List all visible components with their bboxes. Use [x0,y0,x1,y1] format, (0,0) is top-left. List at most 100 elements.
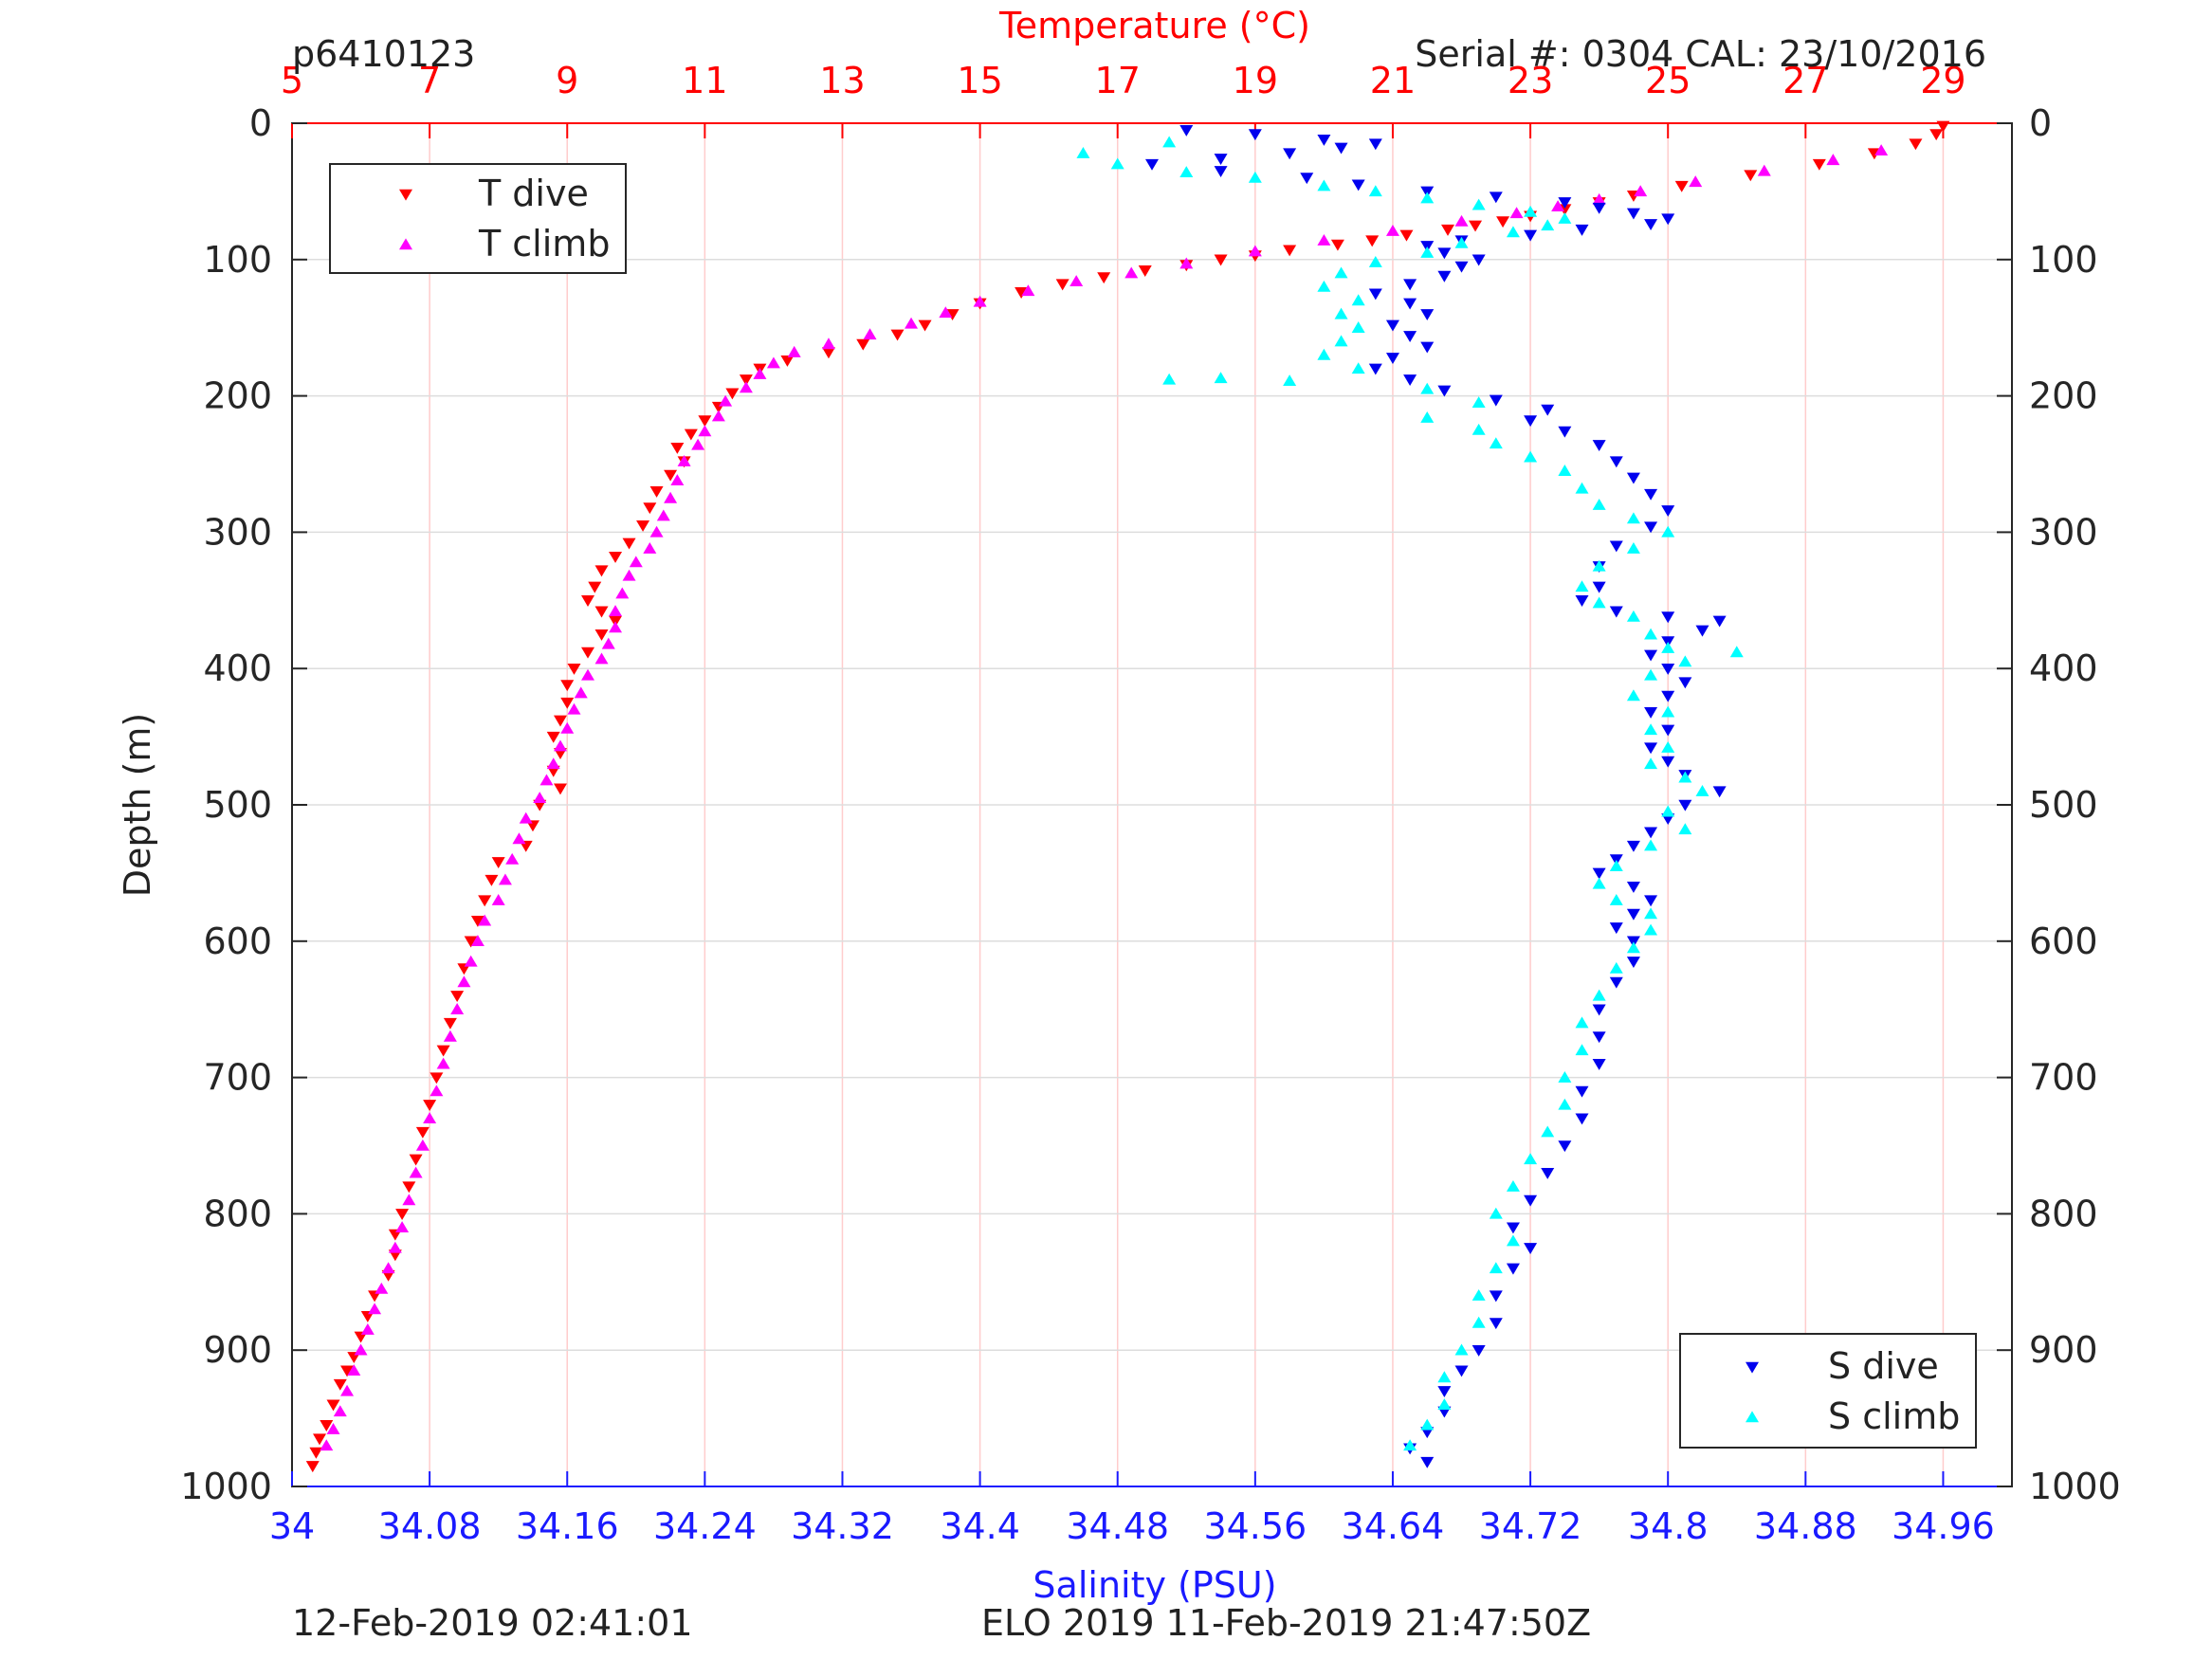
data-point [1644,742,1658,755]
data-point [320,1420,334,1431]
tick-label-temperature: 25 [1645,60,1691,101]
data-point [354,1343,368,1356]
data-point [1351,179,1365,191]
data-point [313,1433,327,1446]
data-point [505,852,520,865]
legend-salinity-box [1679,1333,1977,1449]
data-point [594,565,609,577]
data-point [1509,207,1524,219]
data-point [856,338,870,351]
data-point [1283,148,1297,160]
data-point [409,1154,423,1166]
tick-label-salinity: 34.08 [378,1505,482,1547]
data-point [1472,254,1486,266]
data-point [484,874,499,886]
data-point [1420,246,1435,258]
tick-label-temperature: 23 [1508,60,1553,101]
data-point [1644,723,1658,736]
data-point [360,1322,375,1335]
data-point [560,721,575,734]
data-point [1214,154,1228,166]
tick-label-depth-right: 600 [2029,921,2098,962]
data-point [1644,907,1658,920]
data-point [1420,191,1435,204]
data-point [1472,1289,1486,1301]
data-point [1626,472,1640,484]
tick-label-depth-right: 500 [2029,784,2098,826]
data-point [402,1194,416,1206]
data-point [430,1072,444,1085]
data-point [1524,205,1538,217]
tick-label-depth-left: 300 [203,511,272,553]
data-point [1909,138,1923,151]
data-point [1420,341,1435,354]
data-point [719,394,733,407]
data-point [1317,234,1331,246]
tick-label-salinity: 34.72 [1479,1505,1582,1547]
data-point [1021,284,1035,297]
data-point [1454,1365,1469,1377]
data-point [581,668,595,681]
data-point [1575,1113,1589,1125]
data-point [677,454,691,466]
data-point [1368,363,1382,375]
tick-label-depth-left: 200 [203,375,272,417]
data-point [1283,374,1297,387]
tick-label-depth-right: 0 [2029,102,2052,144]
data-point [1437,1371,1452,1383]
series-t-climb [320,144,1889,1451]
data-point [1351,362,1365,374]
data-point [1317,348,1331,360]
data-point [1592,867,1606,880]
data-point [498,873,512,885]
data-point [409,1166,423,1178]
data-point [368,1303,382,1315]
data-point [1162,136,1177,148]
data-point [1403,279,1417,291]
data-point [1592,202,1606,214]
data-point [375,1282,389,1294]
tick-label-depth-right: 200 [2029,375,2098,417]
data-point [574,686,588,699]
data-point [1506,226,1520,238]
data-point [326,1399,340,1412]
data-point [698,425,712,437]
data-point [491,894,505,905]
data-point [1541,219,1555,231]
data-point [1489,1207,1503,1219]
data-point [1592,440,1606,452]
data-point [1248,129,1262,141]
data-point [305,1461,320,1473]
data-point [1812,158,1826,171]
data-point [333,1378,347,1391]
data-point [1317,280,1331,292]
tick-label-depth-left: 900 [203,1329,272,1371]
data-point [1757,164,1771,176]
data-point [1351,294,1365,306]
data-point [1695,625,1709,637]
data-point [1558,197,1572,210]
data-point [1496,216,1510,228]
data-point [622,569,636,581]
data-point [766,356,780,369]
data-point [1179,166,1194,178]
data-point [1368,185,1382,197]
data-point [1454,236,1469,248]
data-point [546,731,560,743]
data-point [664,491,678,503]
data-point [395,1221,410,1233]
data-point [905,317,919,329]
data-point [1179,257,1194,269]
data-point [1489,1290,1503,1303]
data-point [533,792,547,804]
data-point [1661,641,1675,653]
data-point [470,935,484,947]
footer-timestamp: 12-Feb-2019 02:41:01 [292,1602,693,1644]
data-point [1592,989,1606,1001]
data-point [1334,266,1348,279]
data-point [1138,265,1152,277]
tick-label-depth-left: 400 [203,647,272,689]
data-point [1403,331,1417,342]
data-point [1472,1344,1486,1357]
data-point [1678,771,1692,783]
